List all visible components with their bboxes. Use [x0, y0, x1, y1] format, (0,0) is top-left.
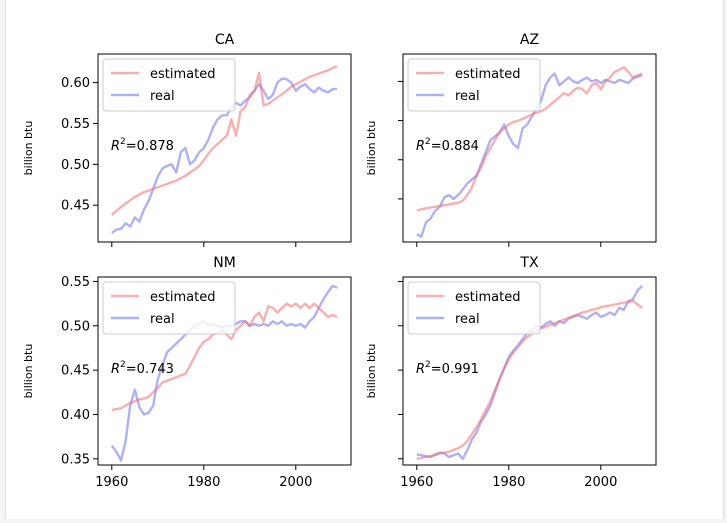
r2-annotation-az: R2=0.884 [416, 137, 479, 154]
y-axis-label-tx: billion btu [365, 344, 378, 399]
y-axis-label-az: billion btu [365, 121, 378, 176]
legend-ca: estimated real [102, 58, 236, 112]
y-axis-label-ca: billion btu [22, 121, 35, 176]
legend-label-az-real: real [455, 89, 480, 104]
legend-label-ca-estimated: estimated [150, 67, 215, 82]
legend-az: estimated real [407, 58, 541, 112]
legend-label-az-estimated: estimated [455, 67, 520, 82]
legend-label-tx-real: real [455, 312, 480, 327]
series-line-ca-real [111, 77, 338, 234]
y-axis-label-nm: billion btu [22, 344, 35, 399]
chart-grid-svg: CA billion btu 0.45 0.50 0.55 0.60 estimated re… [22, 32, 657, 490]
panel-ca: CA billion btu 0.45 0.50 0.55 0.60 estimated re… [22, 32, 352, 247]
panel-tx: TX billion btu 1960 1980 2000 estimated real R2… [365, 255, 657, 490]
x-tick-label-tx-0: 1960 [400, 475, 433, 490]
axes-frame-nm [97, 276, 352, 466]
y-tick-label-nm-4: 0.55 [61, 275, 90, 290]
y-tick-label-nm-3: 0.50 [61, 319, 90, 334]
x-tick-label-nm-2: 2000 [279, 475, 312, 490]
panel-title-az: AZ [520, 32, 539, 48]
legend-tx: estimated real [407, 281, 541, 335]
r2-annotation-ca: R2=0.878 [111, 137, 174, 154]
panel-nm: NM billion btu 0.35 0.40 0.45 0.50 0.55 1960 198… [22, 255, 352, 490]
legend-label-nm-real: real [150, 312, 175, 327]
legend-label-nm-estimated: estimated [150, 290, 215, 305]
legend-label-ca-real: real [150, 89, 175, 104]
series-line-az-real [416, 72, 643, 238]
y-tick-label-nm-2: 0.45 [61, 364, 90, 379]
series-line-az-estimated [416, 66, 643, 212]
axes-frame-az [402, 53, 657, 243]
x-tick-label-nm-0: 1960 [95, 475, 128, 490]
series-line-ca-estimated [111, 65, 338, 216]
panel-az: AZ billion btu estimated real R2=0.884 [365, 32, 657, 247]
series-line-tx-estimated [416, 299, 643, 460]
legend-nm: estimated real [102, 281, 236, 335]
legend-label-tx-estimated: estimated [455, 290, 520, 305]
y-tick-label-ca-0: 0.45 [61, 199, 90, 214]
y-tick-label-ca-3: 0.60 [61, 76, 90, 91]
panel-title-nm: NM [213, 255, 236, 271]
x-tick-label-tx-1: 1980 [492, 475, 525, 490]
y-tick-label-ca-1: 0.50 [61, 158, 90, 173]
r2-annotation-nm: R2=0.743 [111, 360, 174, 377]
r2-annotation-tx: R2=0.991 [416, 360, 479, 377]
panel-title-tx: TX [519, 255, 539, 271]
axes-frame-ca [97, 53, 352, 243]
y-tick-label-ca-2: 0.55 [61, 117, 90, 132]
panel-title-ca: CA [215, 32, 235, 48]
x-tick-label-nm-1: 1980 [187, 475, 220, 490]
axes-frame-tx [402, 276, 657, 466]
figure: CA billion btu 0.45 0.50 0.55 0.60 estimated re… [5, 0, 724, 519]
x-tick-label-tx-2: 2000 [584, 475, 617, 490]
y-tick-label-nm-0: 0.35 [61, 452, 90, 467]
y-tick-label-nm-1: 0.40 [61, 408, 90, 423]
